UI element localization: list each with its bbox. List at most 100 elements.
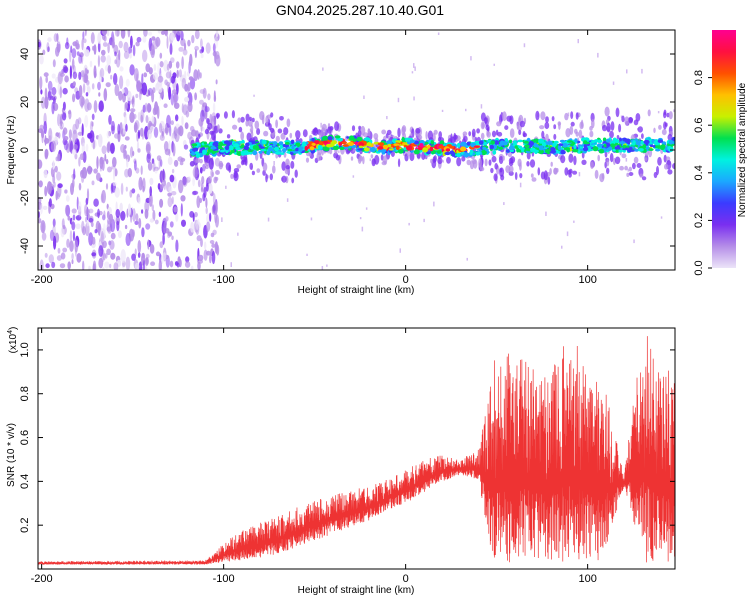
spectrogram-band-cell [198, 117, 204, 127]
spectrogram-band-cell [269, 173, 273, 181]
spectrogram-y-tick-label: -20 [19, 190, 31, 206]
spectrogram-band-cell [226, 134, 231, 139]
spectrogram-noise-cell [159, 123, 163, 133]
spectrogram-noise-cell [215, 30, 219, 38]
spectrogram-signal-cell [427, 144, 431, 149]
spectrogram-noise-cell [188, 76, 194, 81]
spectrogram-band-cell [535, 110, 540, 121]
snr-y-axis-label: SNR (10 * v/v) [6, 423, 17, 487]
spectrogram-signal-cell [482, 146, 487, 150]
spectrogram-signal-cell [327, 136, 333, 141]
spectrogram-noise-cell [124, 115, 127, 125]
spectrogram-noise-cell [100, 231, 104, 245]
spectrogram-noise-cell [106, 130, 110, 139]
spectrogram-band-cell [667, 169, 673, 175]
spectrogram-signal-cell [295, 142, 301, 147]
spectrogram-noise-cell [189, 53, 193, 67]
spectrogram-scatter-cell [338, 150, 340, 153]
spectrogram-noise-cell [178, 179, 184, 194]
spectrogram-noise-cell [151, 204, 154, 212]
spectrogram-signal-cell [223, 140, 230, 145]
spectrogram-noise-cell [63, 136, 69, 141]
spectrogram-band-cell [244, 156, 248, 166]
spectrogram-band-cell [240, 160, 245, 166]
spectrogram-noise-cell [69, 230, 73, 243]
spectrogram-noise-cell [39, 54, 44, 65]
spectrogram-signal-cell [523, 140, 529, 144]
spectrogram-scatter-cell [311, 130, 313, 134]
spectrogram-noise-cell [137, 111, 141, 122]
spectrogram-noise-cell [108, 114, 112, 125]
spectrogram-noise-cell [199, 167, 203, 174]
spectrogram-noise-cell [128, 46, 133, 55]
spectrogram-signal-cell [439, 140, 445, 146]
spectrogram-band-cell [508, 171, 514, 176]
spectrogram-noise-cell [135, 167, 140, 174]
spectrogram-noise-cell [180, 195, 186, 202]
spectrogram-band-cell [624, 116, 630, 126]
spectrogram-noise-cell [122, 123, 126, 135]
colorbar-tick-label: 0.6 [693, 118, 705, 133]
spectrogram-band-cell [462, 131, 468, 137]
spectrogram-band-cell [628, 166, 632, 172]
spectrogram-band-cell [591, 118, 595, 129]
spectrogram-noise-cell [91, 252, 97, 257]
spectrogram-noise-cell [113, 167, 115, 182]
spectrogram-noise-cell [52, 218, 56, 227]
spectrogram-noise-cell [158, 84, 163, 93]
spectrogram-noise-cell [130, 108, 136, 113]
spectrogram-signal-cell [541, 142, 547, 147]
spectrogram-noise-cell [159, 198, 164, 208]
spectrogram-noise-cell [81, 167, 88, 179]
spectrogram-band-cell [526, 152, 531, 160]
spectrogram-noise-cell [103, 210, 106, 219]
spectrogram-band-cell [488, 159, 492, 166]
spectrogram-band-cell [397, 127, 401, 138]
spectrogram-noise-cell [126, 90, 132, 102]
spectrogram-noise-cell [155, 251, 161, 257]
spectrogram-signal-cell [480, 149, 487, 156]
spectrogram-band-cell [519, 120, 526, 128]
spectrogram-signal-cell [395, 140, 402, 143]
spectrogram-scatter-cell [597, 52, 599, 58]
spectrogram-band-cell [370, 154, 374, 159]
spectrogram-signal-cell [574, 138, 578, 143]
spectrogram-noise-cell [85, 92, 89, 97]
spectrogram-signal-cell [582, 146, 589, 152]
spectrogram-noise-cell [114, 168, 118, 177]
spectrogram-scatter-cell [620, 115, 623, 118]
spectrogram-signal-cell [519, 145, 522, 149]
spectrogram-signal-cell [403, 147, 407, 151]
spectrogram-band-cell [564, 112, 569, 121]
spectrogram-noise-cell [129, 52, 132, 59]
spectrogram-noise-cell [80, 52, 84, 65]
spectrogram-noise-cell [41, 222, 45, 233]
spectrogram-scatter-cell [673, 109, 675, 113]
spectrogram-noise-cell [110, 183, 114, 194]
spectrogram-noise-cell [88, 232, 94, 246]
spectrogram-noise-cell [144, 208, 149, 219]
spectrogram-noise-cell [71, 221, 76, 231]
spectrogram-band-cell [204, 128, 209, 135]
spectrogram-signal-cell [596, 139, 603, 143]
spectrogram-signal-cell [267, 147, 273, 152]
spectrogram-noise-cell [193, 69, 199, 82]
spectrogram-noise-cell [45, 263, 50, 269]
spectrogram-band-cell [589, 130, 594, 138]
spectrogram-noise-cell [129, 64, 135, 76]
spectrogram-y-tick-label: 20 [19, 96, 31, 108]
spectrogram-noise-cell [132, 44, 136, 57]
spectrogram-noise-cell [98, 257, 104, 269]
spectrogram-noise-cell [135, 41, 140, 47]
spectrogram-noise-cell [72, 214, 76, 221]
spectrogram-noise-cell [175, 114, 179, 122]
spectrogram-noise-cell [72, 129, 78, 144]
spectrogram-noise-cell [125, 186, 128, 192]
spectrogram-band-cell [661, 129, 667, 136]
spectrogram-noise-cell [166, 63, 170, 71]
spectrogram-noise-cell [115, 208, 121, 218]
spectrogram-noise-cell [92, 236, 96, 245]
spectrogram-band-cell [545, 133, 549, 142]
spectrogram-noise-cell [75, 118, 80, 130]
spectrogram-band-cell [277, 128, 283, 134]
